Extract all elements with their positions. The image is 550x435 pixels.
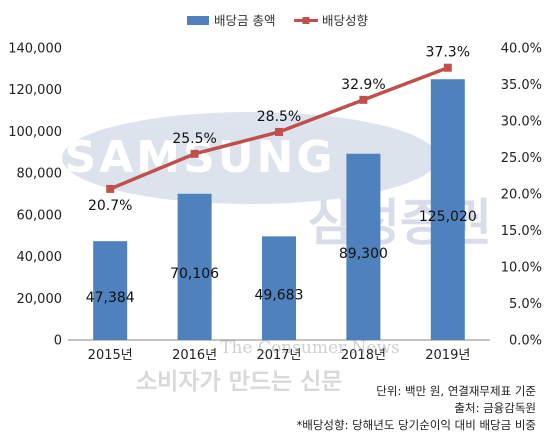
legend-line-marker	[302, 17, 310, 24]
x-axis: 2015년 2016년 2017년 2018년 2019년	[88, 348, 471, 363]
y-left-tick-label: 100,000	[8, 125, 62, 140]
bar	[177, 193, 212, 340]
y-left-tick-label: 20,000	[17, 292, 63, 307]
y-left-tick-label: 60,000	[17, 208, 63, 223]
bar-value-label: 89,300	[339, 246, 388, 262]
y-right-tick-label: 40.0%	[501, 42, 542, 57]
line-value-label: 20.7%	[88, 198, 132, 214]
y-right-tick-label: 0.0%	[509, 334, 542, 349]
source-note: 출처: 금융감독원	[454, 401, 536, 415]
legend-bar-label: 배당금 총액	[214, 13, 275, 28]
legend-line-label: 배당성향	[322, 13, 369, 28]
bar	[93, 241, 128, 340]
legend: 배당금 총액 배당성향	[187, 13, 369, 28]
line-value-label: 25.5%	[172, 131, 216, 147]
y-right-axis: 0.0% 5.0% 10.0% 15.0% 20.0% 25.0% 30.0% 35.0% 40…	[501, 42, 542, 349]
bar-data-labels: 47,384 70,106 49,683 89,300 125,020	[86, 209, 477, 306]
bar	[430, 79, 465, 340]
site-watermark: The Consumer News	[220, 338, 400, 358]
line-value-label: 37.3%	[426, 45, 470, 61]
bar-value-label: 125,020	[419, 209, 477, 225]
y-right-tick-label: 15.0%	[501, 224, 542, 239]
unit-note: 단위: 백만 원, 연결재무제표 기준	[376, 384, 536, 398]
x-tick-label: 2018년	[341, 348, 386, 363]
x-tick-label: 2017년	[256, 348, 301, 363]
bar	[262, 236, 296, 340]
combo-chart: SAMSUNG 삼성증권 020,00040,00060,00080,00010…	[8, 13, 542, 363]
line-value-label: 32.9%	[341, 77, 385, 93]
x-tick-label: 2016년	[172, 348, 217, 363]
y-right-tick-label: 5.0%	[509, 297, 542, 312]
line-marker	[106, 184, 115, 193]
bar-value-label: 49,683	[255, 288, 304, 304]
y-right-tick-label: 35.0%	[501, 78, 542, 93]
line-marker	[275, 127, 283, 136]
x-tick-label: 2015년	[88, 348, 133, 363]
bar	[346, 153, 381, 340]
line-marker	[190, 149, 199, 158]
slogan-watermark: 소비자가 만드는 신문	[136, 369, 343, 395]
x-tick-label: 2019년	[425, 348, 470, 363]
y-left-tick-label: 120,000	[8, 83, 62, 98]
line-data-labels: 20.7% 25.5% 28.5% 32.9% 37.3%	[88, 45, 470, 214]
y-left-axis: 0 20,000 40,000 60,000 80,000 100,000 120,000 1…	[8, 42, 62, 349]
legend-bar-swatch	[187, 16, 209, 25]
line-value-label: 28.5%	[257, 109, 301, 125]
bar-value-label: 47,384	[86, 290, 135, 306]
y-right-tick-label: 30.0%	[501, 115, 542, 130]
y-left-tick-label: 0	[54, 334, 62, 349]
y-left-tick-label: 40,000	[17, 250, 63, 265]
y-left-tick-label: 80,000	[17, 167, 63, 182]
bar-value-label: 70,106	[170, 266, 219, 282]
y-right-tick-label: 25.0%	[501, 151, 542, 166]
y-left-tick-label: 140,000	[8, 42, 62, 57]
y-right-tick-label: 20.0%	[501, 188, 542, 203]
definition-note: *배당성향: 당해년도 당기순이익 대비 배당금 비중	[296, 418, 537, 432]
line-series	[106, 63, 452, 193]
line-marker	[359, 95, 368, 104]
bar-series	[93, 79, 465, 340]
y-right-tick-label: 10.0%	[501, 261, 542, 276]
line-marker	[443, 63, 452, 72]
